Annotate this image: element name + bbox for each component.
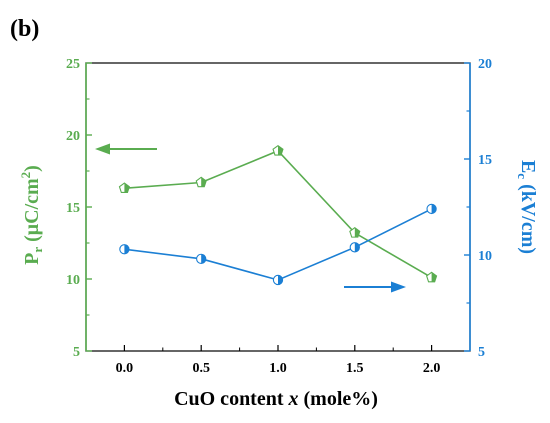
right-series-marker [196,253,207,264]
right-series-marker [272,274,284,286]
series-layer [118,144,438,286]
right-y-tick-label: 15 [478,153,492,168]
x-tick-label: 1.0 [269,361,287,376]
left-series-line [124,149,433,279]
x-tick-label: 2.0 [423,361,441,376]
x-tick-label: 0.0 [116,361,134,376]
x-tick-label: 0.5 [192,361,210,376]
left-series-marker [195,176,207,188]
left-series-marker [118,182,130,194]
left-y-tick-label: 10 [66,273,80,288]
right-series-marker [119,244,130,255]
right-y-tick-label: 10 [478,249,492,264]
panel-label: (b) [10,16,39,42]
left-y-tick-label: 5 [73,345,80,360]
x-ticks: 0.0 0.5 1.0 1.5 2.0 [116,345,441,376]
left-y-tick-label: 25 [66,57,80,72]
arrow-to-right-axis [344,281,406,293]
right-y-tick-label: 5 [478,345,485,360]
left-y-tick-label: 20 [66,129,80,144]
arrow-to-left-axis [95,143,157,155]
left-series-marker [272,144,284,156]
right-y-ticks: 5 10 15 20 [464,57,492,360]
x-tick-label: 1.5 [346,361,364,376]
plot-frame [85,62,471,352]
right-y-axis-label: Ec (kV/cm) [515,160,539,254]
right-y-tick-label: 20 [478,57,492,72]
left-series-marker [349,227,361,238]
left-series-marker [426,271,438,283]
left-y-axis-label: Pr (μC/cm2) [18,165,45,265]
left-y-tick-label: 15 [66,201,80,216]
right-series-marker [426,203,437,215]
right-series-line [124,208,432,281]
left-y-ticks: 5 10 15 20 25 [66,57,92,360]
right-series-marker [349,242,360,253]
x-axis-label: CuO content x (mole%) [174,388,378,410]
